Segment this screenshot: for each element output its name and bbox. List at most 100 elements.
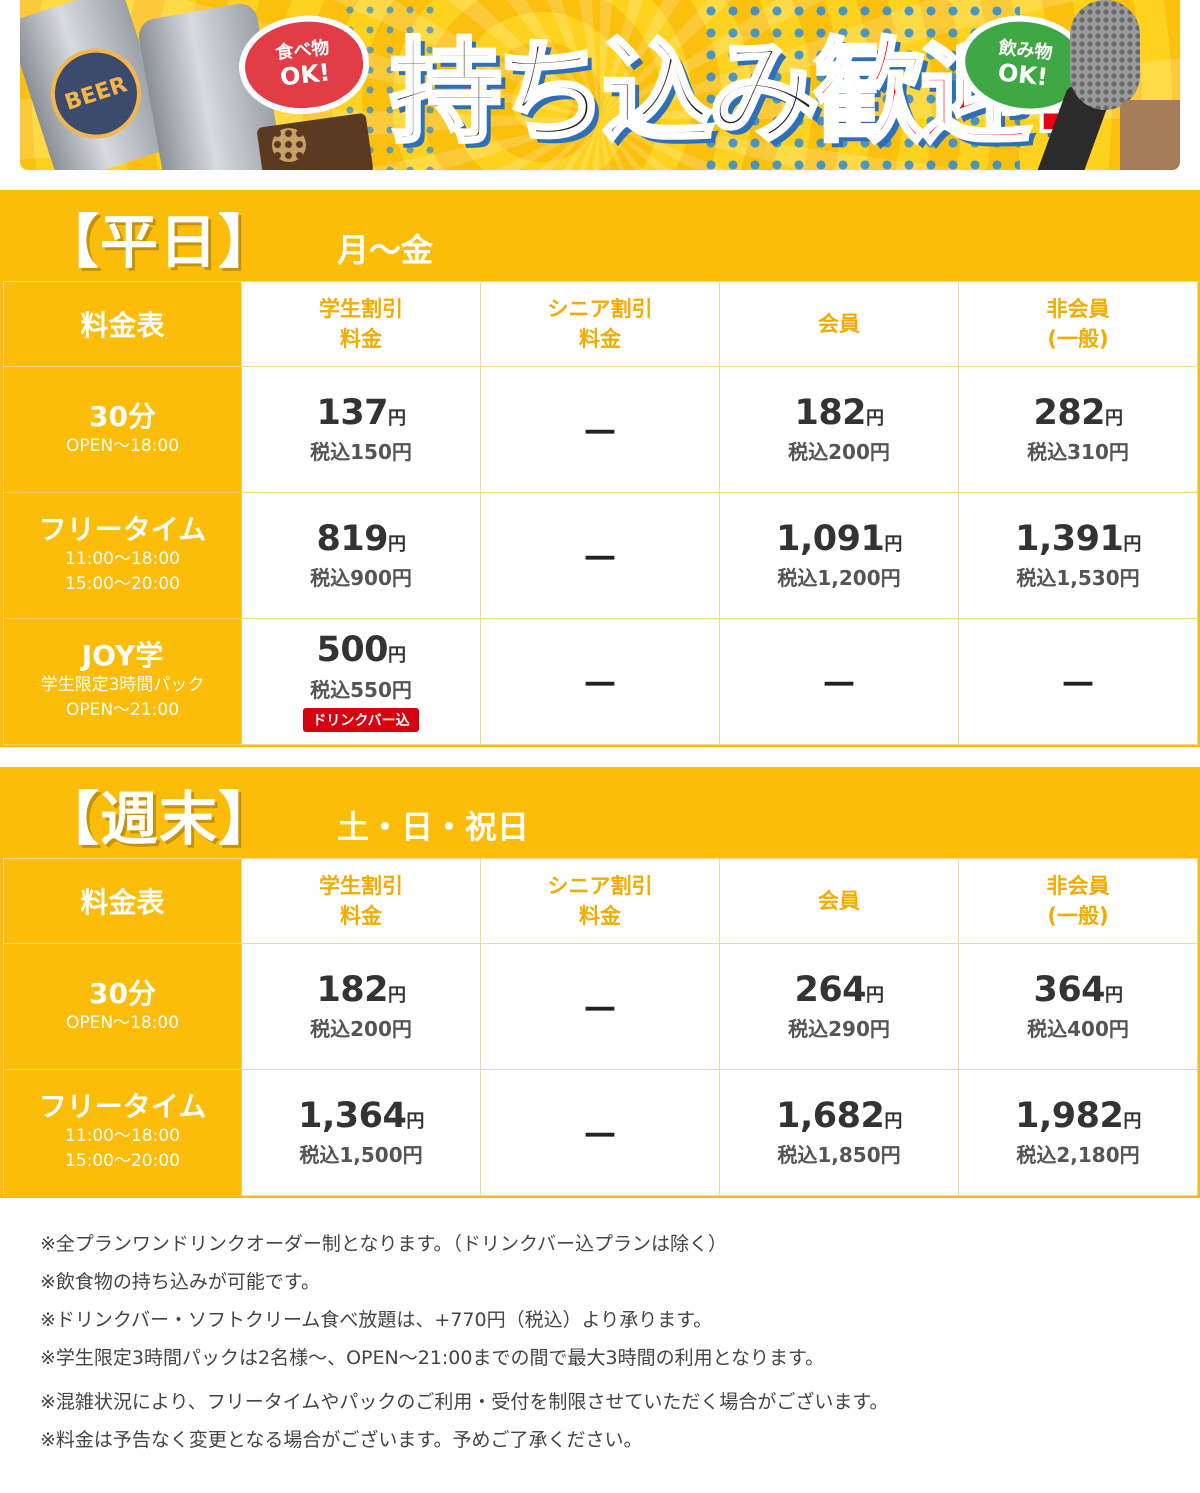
note-item: ※料金は予告なく変更となる場合がございます。予めご了承ください。: [40, 1429, 643, 1451]
yen-unit: 円: [388, 645, 406, 667]
price-cell: 1,364円 税込1,500円: [241, 1069, 481, 1196]
price-cell: 1,982円 税込2,180円: [958, 1069, 1198, 1196]
weekday-header: 【平日】 月～金: [3, 193, 1197, 281]
price-incl-tax: 税込1,200円: [777, 566, 901, 591]
microphone-image: [1070, 0, 1140, 110]
column-header-line: 学生割引: [319, 873, 403, 898]
price-excl-tax: 1,982円: [959, 1097, 1197, 1136]
price-cell: 1,391円税込1,530円: [958, 492, 1198, 619]
column-header: 学生割引 料金: [241, 858, 481, 944]
table-header-row: 料金表 学生割引 料金 シニア割引 料金 会員 非会員 (一般): [3, 281, 1198, 367]
price-cell: －: [480, 943, 720, 1070]
column-header-line: 料金: [340, 327, 382, 351]
price-cell: 364円 税込400円: [958, 943, 1198, 1070]
yen-unit: 円: [1105, 407, 1123, 429]
plan-label: 30分 OPEN～18:00: [3, 943, 242, 1070]
drink-bar-included-badge: ドリンクバー込: [303, 707, 419, 732]
price-cell: 264円税込290円: [719, 943, 959, 1070]
price-value: 182: [794, 392, 867, 433]
yen-unit: 円: [866, 984, 884, 1006]
yen-unit: 円: [1123, 1110, 1141, 1132]
table-row: 30分 OPEN～18:00 137円 税込150円－ 182円 税込200円 282円 税込…: [3, 366, 1198, 493]
beer-can-label: BEER: [39, 36, 153, 151]
price-incl-tax: 税込1,530円: [1016, 566, 1140, 591]
promo-banner: BEER 食べ物 OK! 持ち込み 歓迎! 飲み物 OK!: [20, 0, 1180, 170]
price-value: 364: [1033, 969, 1106, 1010]
price-value: 500: [316, 630, 389, 671]
price-incl-tax: 税込1,850円: [777, 1143, 901, 1168]
plan-label: フリータイム 11:00～18:00 15:00～20:00: [3, 492, 242, 619]
note-item: ※学生限定3時間パックは2名様～、OPEN～21:00までの間で最大3時間の利用…: [40, 1347, 825, 1369]
price-incl-tax: 税込290円: [788, 1017, 890, 1042]
food-ok-line2: OK!: [278, 57, 332, 92]
notes-list: ※全プランワンドリンクオーダー制となります。（ドリンクバー込プランは除く） ※飲食…: [40, 1225, 1180, 1459]
weekday-pricing-section: 【平日】 月～金 料金表 学生割引 料金 シニア割引 料金 会員 非会員 (一般) 30分 OPE…: [0, 190, 1200, 747]
plan-name: 30分: [89, 399, 156, 433]
column-header-line: 料金: [579, 327, 621, 351]
not-available-dash: －: [580, 537, 619, 581]
column-header-line: (一般): [1047, 904, 1109, 928]
price-value: 819: [316, 518, 389, 559]
table-header-row: 料金表 学生割引 料金 シニア割引 料金 会員 非会員 (一般): [3, 858, 1198, 944]
plan-name: JOY学: [81, 639, 164, 673]
price-cell: 500円税込550円 ドリンクバー込: [241, 618, 481, 745]
price-cell: 282円税込310円: [958, 366, 1198, 493]
price-incl-tax: 税込200円: [310, 1017, 412, 1042]
yen-unit: 円: [884, 1110, 902, 1132]
price-excl-tax: 1,391円: [959, 520, 1197, 559]
price-excl-tax: 282円: [959, 394, 1197, 433]
column-header-line: 会員: [818, 888, 860, 913]
weekend-header: 【週末】 土・日・祝日: [3, 770, 1197, 858]
weekend-pricing-section: 【週末】 土・日・祝日 料金表 学生割引 料金 シニア割引 料金 会員 非会員 (一般) 30分…: [0, 767, 1200, 1198]
note-item: ※飲食物の持ち込みが可能です。: [40, 1271, 321, 1293]
price-incl-tax: 税込900円: [310, 566, 412, 591]
plan-hours: OPEN～18:00: [65, 1012, 180, 1033]
plan-name: 30分: [89, 976, 156, 1010]
price-cell: 819円税込900円: [241, 492, 481, 619]
yen-unit: 円: [388, 533, 406, 555]
yen-unit: 円: [388, 984, 406, 1006]
column-header: シニア割引 料金: [480, 281, 720, 367]
column-header-line: シニア割引: [547, 873, 653, 898]
note-item: ※混雑状況により、フリータイムやパックのご利用・受付を制限させていただく場合がご…: [40, 1391, 889, 1413]
column-header-line: 非会員: [1046, 873, 1110, 898]
price-cell: －: [480, 1069, 720, 1196]
price-excl-tax: 1,682円: [720, 1097, 958, 1136]
price-cell: 1,091円税込1,200円: [719, 492, 959, 619]
price-excl-tax: 1,091円: [720, 520, 958, 559]
yen-unit: 円: [866, 407, 884, 429]
weekend-price-table: 料金表 学生割引 料金 シニア割引 料金 会員 非会員 (一般) 30分 OPEN～18:00 18…: [3, 858, 1198, 1196]
yen-unit: 円: [1123, 533, 1141, 555]
price-value: 1,682: [776, 1095, 885, 1136]
price-incl-tax: 税込550円: [310, 677, 412, 702]
price-excl-tax: 364円: [959, 971, 1197, 1010]
column-header-line: 非会員: [1046, 296, 1110, 321]
price-excl-tax: 182円: [720, 394, 958, 433]
plan-label: フリータイム 11:00～18:00 15:00～20:00: [3, 1069, 242, 1196]
not-available-dash: －: [580, 1114, 619, 1158]
price-cell: －: [958, 618, 1198, 745]
plan-label: 30分 OPEN～18:00: [3, 366, 242, 493]
plan-hours: 学生限定3時間パック: [40, 674, 205, 695]
plan-hours: 15:00～20:00: [65, 574, 180, 595]
price-excl-tax: 819円: [242, 520, 480, 559]
price-incl-tax: 税込200円: [788, 440, 890, 465]
not-available-dash: －: [580, 988, 619, 1032]
drink-ok-line2: OK!: [996, 57, 1050, 92]
plan-label: JOY学 学生限定3時間パック OPEN～21:00: [3, 618, 242, 745]
price-value: 182: [316, 969, 389, 1010]
column-header: 学生割引 料金: [241, 281, 481, 367]
price-excl-tax: 264円: [720, 971, 958, 1010]
price-value: 1,364: [298, 1095, 407, 1136]
yen-unit: 円: [388, 407, 406, 429]
plan-hours: 11:00～18:00: [65, 548, 180, 569]
price-incl-tax: 税込310円: [1027, 440, 1129, 465]
plan-hours: OPEN～18:00: [65, 435, 180, 456]
column-header-line: シニア割引: [547, 296, 653, 321]
note-item: ※全プランワンドリンクオーダー制となります。（ドリンクバー込プランは除く）: [40, 1233, 728, 1255]
not-available-dash: －: [580, 663, 619, 707]
note-item: ※ドリンクバー・ソフトクリーム食べ放題は、+770円（税込）より承ります。: [40, 1309, 713, 1331]
price-value: 1,091: [776, 518, 885, 559]
price-incl-tax: 税込150円: [310, 440, 412, 465]
weekday-days: 月～金: [337, 231, 434, 269]
